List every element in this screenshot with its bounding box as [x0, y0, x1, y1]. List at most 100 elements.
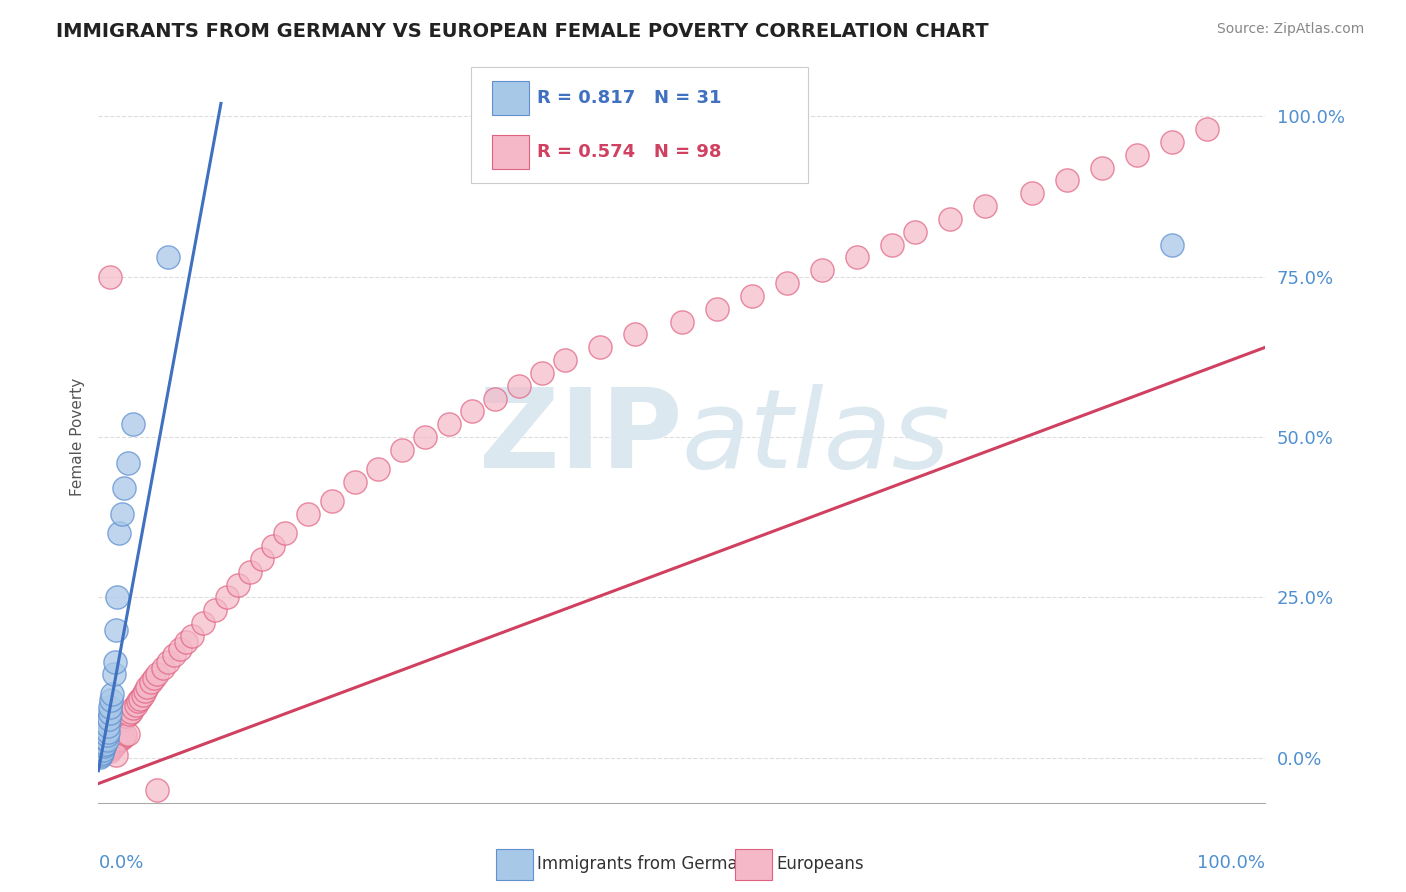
Point [107, 733, 129, 747]
Point [174, 635, 197, 649]
Point [274, 526, 297, 541]
Point [367, 462, 389, 476]
Point [90, 747, 112, 762]
Point [97, 725, 120, 739]
Text: ZIP: ZIP [478, 384, 682, 491]
Point [125, 698, 148, 713]
Point [117, 456, 139, 470]
Text: 100.0%: 100.0% [1198, 854, 1265, 872]
Point [94, 731, 117, 746]
Point [101, 687, 124, 701]
Point [98, 699, 121, 714]
Point [1091, 161, 1114, 175]
Point [96, 733, 118, 747]
Point [98, 269, 121, 284]
Point [117, 726, 139, 740]
Text: atlas: atlas [682, 384, 950, 491]
Point [98, 706, 121, 720]
Point [204, 603, 226, 617]
Point [239, 565, 262, 579]
Text: R = 0.817   N = 31: R = 0.817 N = 31 [537, 89, 721, 107]
Point [1056, 173, 1078, 187]
Point [90, 739, 112, 754]
Point [91, 743, 114, 757]
Point [228, 577, 250, 591]
Point [624, 327, 647, 342]
Point [89, 747, 111, 762]
Point [297, 507, 319, 521]
Point [98, 744, 121, 758]
Point [101, 723, 124, 738]
Point [484, 392, 506, 406]
Point [89, 744, 111, 758]
Point [111, 714, 134, 728]
Point [129, 691, 152, 706]
Point [89, 749, 111, 764]
Text: R = 0.574   N = 98: R = 0.574 N = 98 [537, 143, 721, 161]
Text: Europeans: Europeans [776, 855, 863, 873]
Point [100, 738, 122, 752]
Point [114, 728, 136, 742]
Point [90, 741, 112, 756]
Point [880, 237, 903, 252]
Point [90, 741, 112, 756]
Point [193, 616, 215, 631]
Point [180, 629, 202, 643]
Point [94, 735, 117, 749]
Point [104, 747, 127, 762]
Point [1126, 148, 1149, 162]
Point [97, 731, 120, 745]
Point [391, 442, 413, 457]
Point [93, 737, 115, 751]
Point [96, 743, 118, 757]
Point [134, 683, 156, 698]
Point [93, 735, 115, 749]
Point [112, 482, 135, 496]
Point [136, 681, 159, 695]
Point [101, 741, 124, 756]
Point [530, 366, 553, 380]
Point [110, 731, 132, 746]
Text: Source: ZipAtlas.com: Source: ZipAtlas.com [1216, 22, 1364, 37]
Point [811, 263, 834, 277]
Point [97, 728, 120, 742]
Point [250, 552, 273, 566]
Point [974, 199, 997, 213]
Point [846, 251, 869, 265]
Point [94, 737, 117, 751]
Point [262, 539, 284, 553]
Point [104, 720, 127, 734]
Point [157, 655, 180, 669]
Point [706, 301, 728, 316]
Point [103, 739, 125, 754]
Point [152, 661, 174, 675]
Point [344, 475, 367, 489]
Point [108, 715, 131, 730]
Text: Immigrants from Germany: Immigrants from Germany [537, 855, 758, 873]
Point [94, 741, 117, 756]
Point [904, 225, 927, 239]
Point [157, 251, 180, 265]
Point [1161, 237, 1184, 252]
Point [100, 725, 122, 739]
Point [100, 693, 122, 707]
Point [90, 746, 112, 760]
Point [776, 276, 799, 290]
Point [105, 719, 128, 733]
Point [93, 739, 115, 754]
Point [96, 728, 118, 742]
Point [90, 744, 112, 758]
Text: 0.0%: 0.0% [98, 854, 143, 872]
Point [461, 404, 484, 418]
Point [939, 211, 962, 226]
Point [508, 378, 530, 392]
Point [97, 712, 120, 726]
Point [108, 526, 131, 541]
Point [1195, 122, 1218, 136]
Point [413, 430, 436, 444]
Point [146, 783, 169, 797]
Point [103, 667, 125, 681]
Point [97, 739, 120, 754]
Point [111, 507, 134, 521]
Point [90, 746, 112, 760]
